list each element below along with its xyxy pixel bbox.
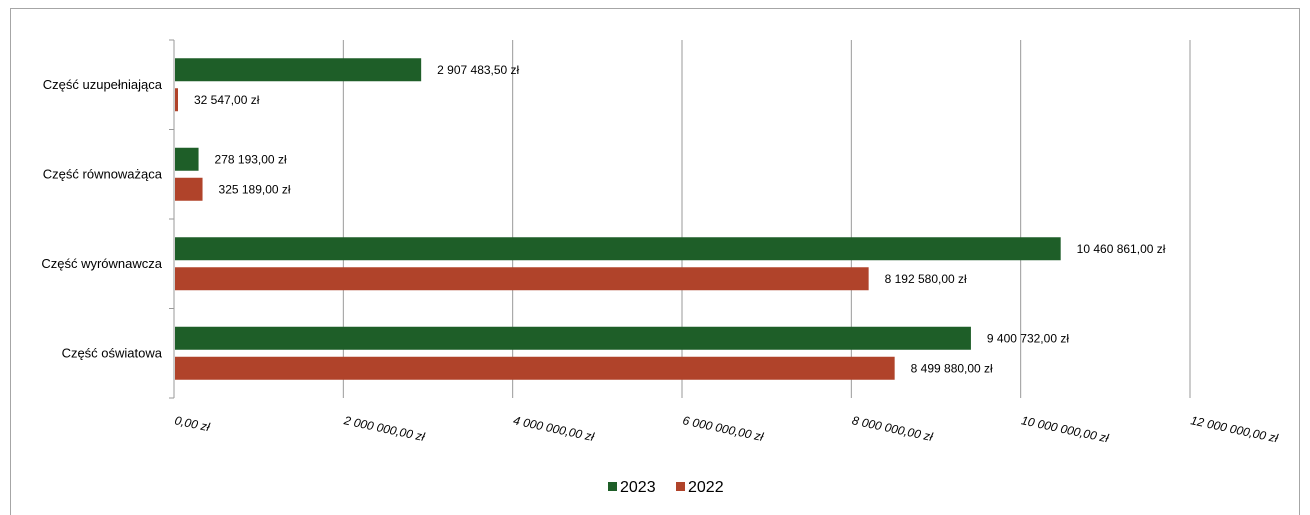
bar-2022-0 bbox=[175, 88, 178, 112]
bar-2023-1 bbox=[175, 147, 199, 171]
bar-2022-2 bbox=[175, 267, 869, 291]
category-label-2: Część wyrównawcza bbox=[41, 256, 162, 271]
bar-2023-2 bbox=[175, 237, 1061, 261]
x-tick-label-1: 2 000 000,00 zł bbox=[342, 413, 426, 444]
category-label-3: Część oświatowa bbox=[62, 345, 163, 360]
data-label-2023-3: 9 400 732,00 zł bbox=[987, 331, 1069, 345]
bar-2023-3 bbox=[175, 326, 971, 350]
x-tick-label-3: 6 000 000,00 zł bbox=[681, 413, 765, 444]
x-tick-label-6: 12 000 000,00 zł bbox=[1189, 413, 1279, 445]
category-label-1: Część równoważąca bbox=[43, 166, 163, 181]
x-tick-label-0: 0,00 zł bbox=[173, 413, 211, 434]
data-label-2023-1: 278 193,00 zł bbox=[215, 152, 287, 166]
legend-swatch-2023 bbox=[608, 482, 617, 491]
data-label-2022-1: 325 189,00 zł bbox=[219, 182, 291, 196]
x-tick-label-4: 8 000 000,00 zł bbox=[851, 413, 935, 444]
legend-label-2022: 2022 bbox=[688, 479, 724, 496]
data-label-2023-2: 10 460 861,00 zł bbox=[1077, 242, 1166, 256]
x-tick-label-2: 4 000 000,00 zł bbox=[512, 413, 596, 444]
bar-2022-3 bbox=[175, 356, 895, 380]
bar-2022-1 bbox=[175, 177, 203, 201]
x-tick-label-5: 10 000 000,00 zł bbox=[1020, 413, 1110, 445]
chart-frame bbox=[10, 8, 1300, 515]
bar-2023-0 bbox=[175, 58, 422, 82]
legend-label-2023: 2023 bbox=[620, 479, 656, 496]
data-label-2023-0: 2 907 483,50 zł bbox=[437, 63, 519, 77]
data-label-2022-2: 8 192 580,00 zł bbox=[885, 272, 967, 286]
legend-swatch-2022 bbox=[676, 482, 685, 491]
category-label-0: Część uzupełniająca bbox=[43, 77, 163, 92]
data-label-2022-0: 32 547,00 zł bbox=[194, 93, 260, 107]
data-label-2022-3: 8 499 880,00 zł bbox=[911, 361, 993, 375]
